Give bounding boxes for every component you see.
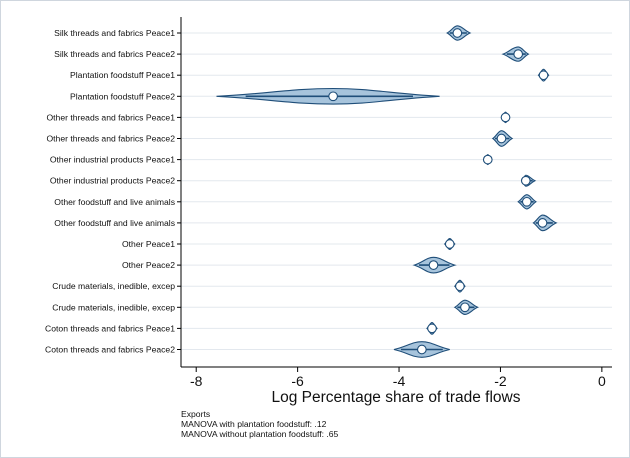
median-marker (500, 112, 511, 123)
note-line: MANOVA without plantation foodstuff: .65 (181, 429, 339, 439)
median-marker (417, 344, 427, 355)
x-tick-label: -2 (494, 373, 507, 389)
category-label: Coton threads and fabrics Peace1 (45, 323, 175, 333)
category-label: Other foodstuff and live animals (54, 218, 175, 228)
median-marker (521, 196, 532, 207)
median-marker (520, 175, 531, 186)
median-marker (455, 281, 465, 292)
category-label: Silk threads and fabrics Peace2 (54, 49, 175, 59)
median-marker (444, 239, 455, 249)
axes: -8 -6 -4 -2 0 (177, 17, 612, 389)
median-marker (482, 154, 493, 165)
median-marker (496, 133, 507, 144)
category-label: Crude materials, inedible, excep (52, 302, 175, 312)
category-label: Other Peace2 (122, 260, 175, 270)
category-label: Other foodstuff and live animals (54, 197, 175, 207)
category-label: Coton threads and fabrics Peace2 (45, 345, 175, 355)
note-line: Exports (181, 409, 210, 419)
median-marker (460, 302, 470, 313)
category-labels: Silk threads and fabrics Peace1 Silk thre… (45, 28, 175, 355)
category-label: Other industrial products Peace2 (50, 176, 175, 186)
x-tick-label: -8 (190, 373, 203, 389)
category-label: Plantation foodstuff Peace1 (70, 70, 175, 80)
category-label: Other industrial products Peace1 (50, 155, 175, 165)
category-label: Other threads and fabrics Peace1 (46, 112, 175, 122)
grid-lines (181, 32, 612, 350)
median-marker (427, 323, 437, 334)
median-marker (428, 260, 439, 270)
median-marker (328, 91, 338, 102)
category-label: Plantation foodstuff Peace2 (70, 91, 175, 101)
x-tick-label: -4 (393, 373, 406, 389)
category-label: Other threads and fabrics Peace2 (46, 134, 175, 144)
x-axis-title: Log Percentage share of trade flows (271, 389, 520, 406)
median-marker (537, 218, 548, 228)
category-label: Crude materials, inedible, excep (52, 281, 175, 291)
category-label: Silk threads and fabrics Peace1 (54, 28, 175, 38)
category-label: Other Peace1 (122, 239, 175, 249)
notes: Exports MANOVA with plantation foodstuff… (181, 409, 339, 439)
violins (216, 25, 558, 358)
median-marker (452, 28, 463, 38)
median-marker (538, 70, 549, 81)
x-tick-label: -6 (291, 373, 304, 389)
median-marker (513, 49, 524, 59)
note-line: MANOVA with plantation foodstuff: .12 (181, 419, 327, 429)
x-tick-label: 0 (598, 373, 606, 389)
